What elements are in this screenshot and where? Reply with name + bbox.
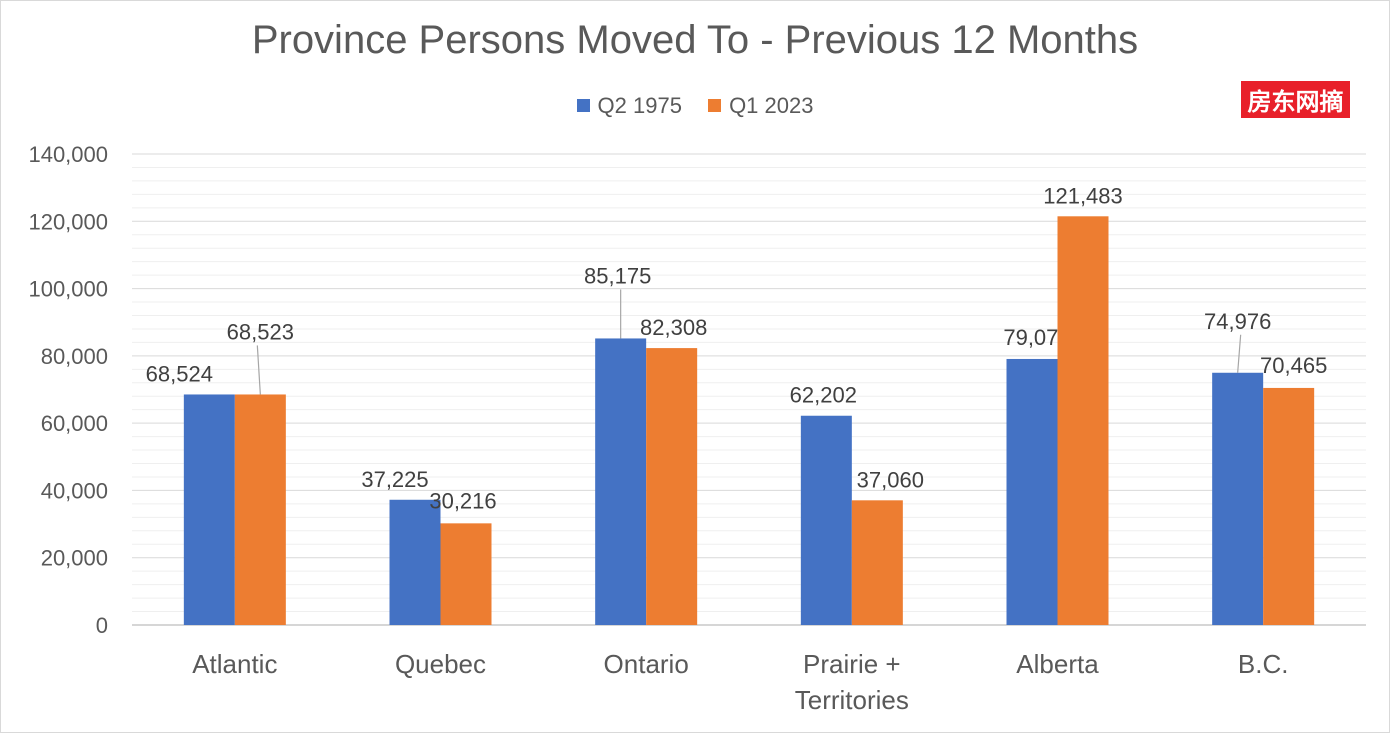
watermark-logo: 房东网摘 [1241, 81, 1350, 118]
x-category-label: Territories [795, 685, 909, 715]
y-tick-label: 80,000 [41, 344, 108, 369]
bar-q1-2023 [646, 348, 698, 625]
chart-title: Province Persons Moved To - Previous 12 … [251, 18, 1139, 62]
data-label-leader-line [1237, 334, 1242, 373]
bar-q2-1975 [1212, 372, 1264, 625]
x-category-label: B.C. [1238, 649, 1289, 679]
bar-q2-1975 [1006, 358, 1058, 625]
bar-q1-2023 [1263, 387, 1315, 625]
data-label: 37,060 [857, 467, 924, 492]
y-tick-label: 60,000 [41, 411, 108, 436]
data-label: 68,523 [227, 319, 294, 344]
bar-q1-2023 [1057, 216, 1109, 625]
y-tick-label: 40,000 [41, 478, 108, 503]
data-label: 85,175 [584, 263, 651, 288]
data-label: 37,225 [361, 467, 428, 492]
legend-item-series-2: Q1 2023 [708, 93, 813, 119]
data-label: 68,524 [146, 361, 213, 386]
bar-q2-1975 [389, 499, 441, 625]
legend-item-series-1: Q2 1975 [576, 92, 682, 119]
legend-swatch-series-1 [576, 99, 590, 112]
x-category-label: Quebec [395, 649, 486, 679]
y-tick-label: 140,000 [28, 142, 108, 167]
bar-q2-1975 [800, 415, 852, 625]
data-label: 70,465 [1260, 353, 1327, 378]
legend-label-series-1: Q2 1975 [597, 92, 682, 118]
legend-swatch-series-2 [708, 99, 722, 112]
x-category-label: Alberta [1016, 649, 1099, 679]
data-label: 74,976 [1204, 309, 1271, 334]
data-label: 121,483 [1043, 183, 1123, 208]
data-label: 62,202 [790, 383, 857, 408]
y-tick-label: 20,000 [41, 546, 108, 571]
bar-q1-2023 [440, 523, 492, 625]
x-category-label: Prairie + [803, 649, 901, 679]
data-label-leader-line [256, 345, 261, 395]
bar-q2-1975 [183, 394, 235, 625]
chart-legend: Q2 1975 Q1 2023 [0, 92, 1390, 119]
data-label: 82,308 [640, 315, 707, 340]
x-category-label: Atlantic [192, 649, 277, 679]
bar-q1-2023 [234, 394, 286, 625]
data-label: 30,216 [429, 488, 496, 513]
bar-q1-2023 [851, 500, 903, 625]
y-tick-label: 120,000 [28, 209, 108, 234]
legend-label-series-2: Q1 2023 [729, 92, 814, 118]
x-category-label: Ontario [604, 649, 689, 679]
y-tick-label: 100,000 [28, 277, 108, 302]
y-tick-label: 0 [96, 613, 108, 638]
bar-q2-1975 [595, 338, 647, 625]
